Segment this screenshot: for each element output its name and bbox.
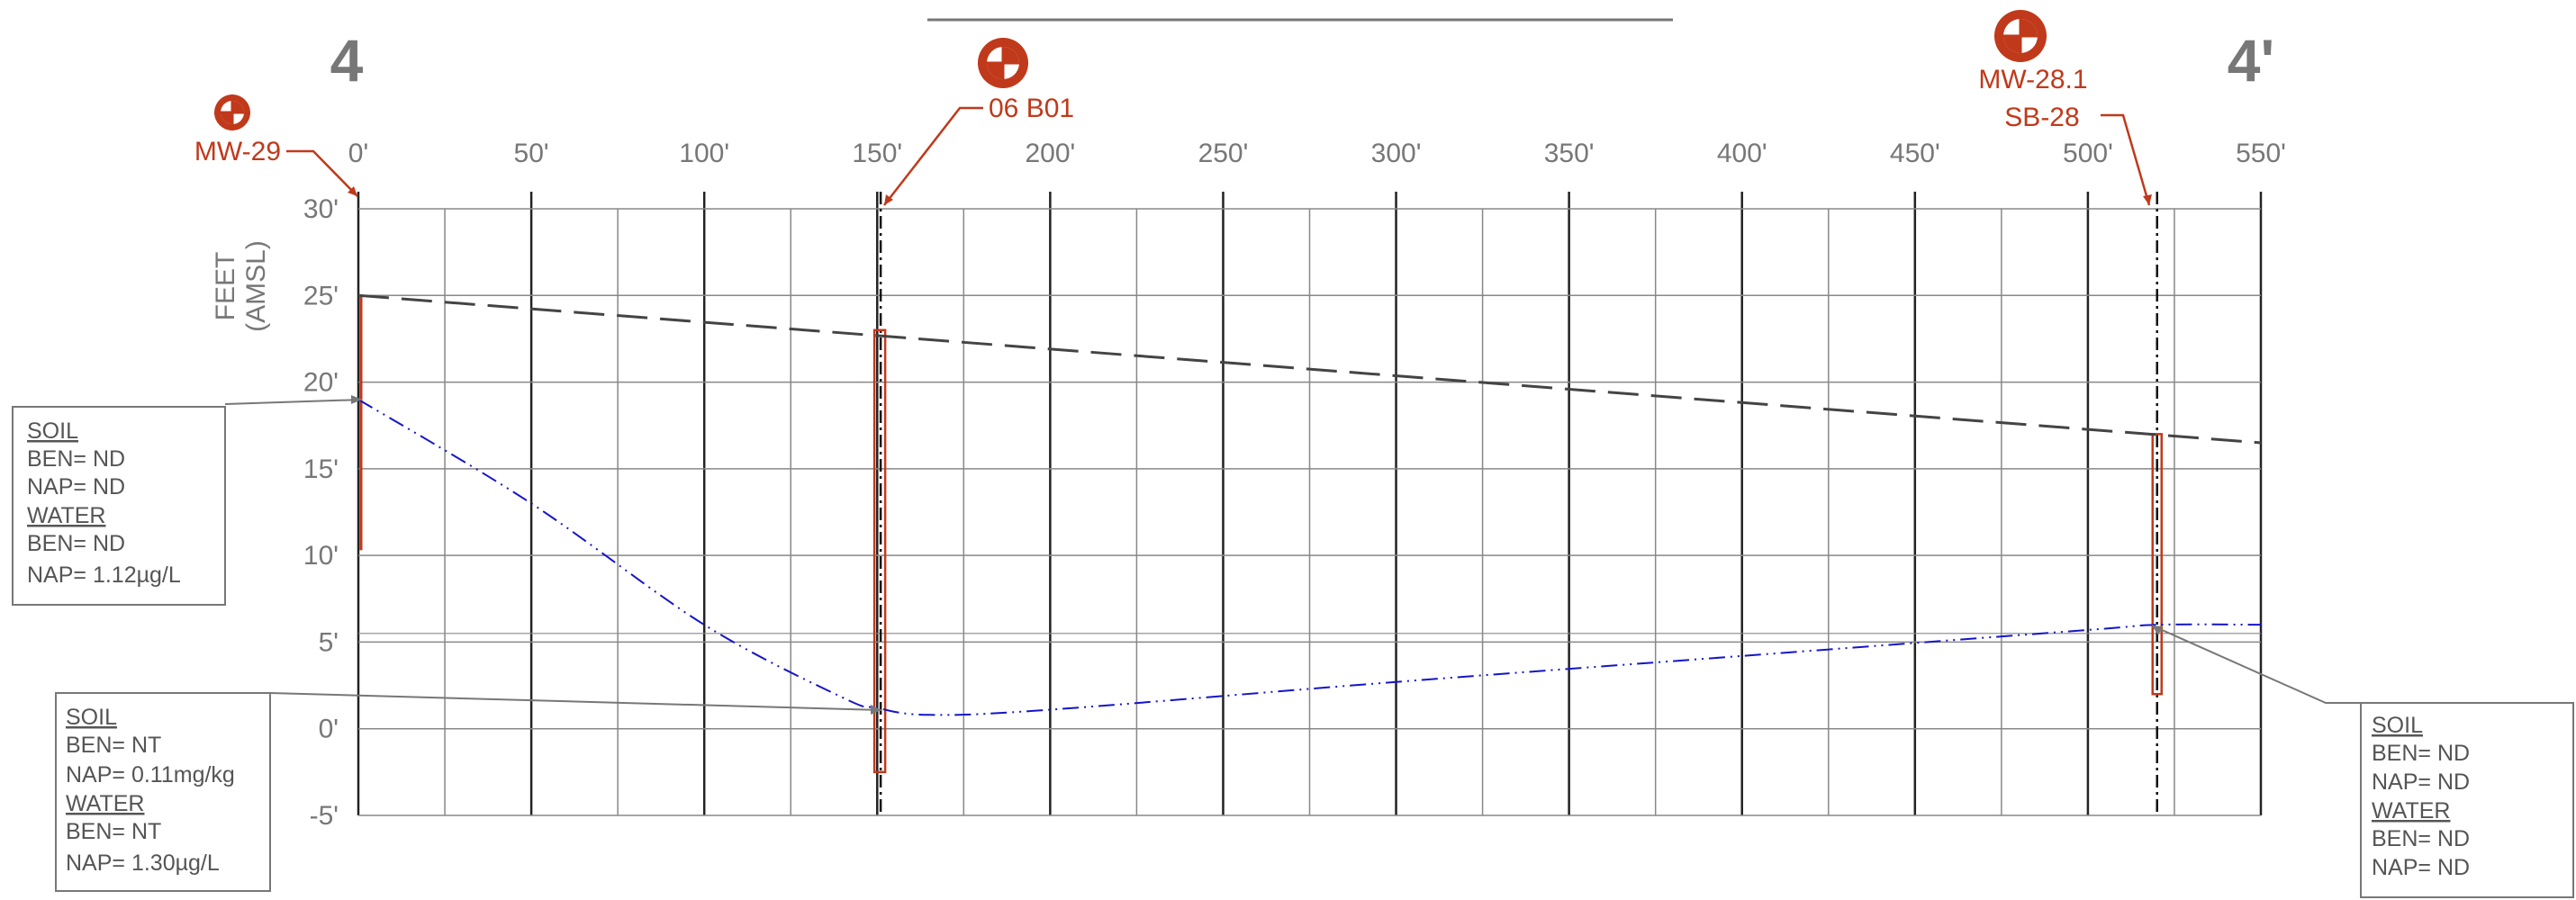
callout-leader-1 (224, 399, 363, 405)
callout-1-line-4: WATER (27, 503, 106, 528)
x-tick-label: 550' (2236, 139, 2286, 168)
x-tick-label: 100' (679, 139, 729, 168)
y-tick-label: 15' (303, 454, 339, 484)
x-tick-label: 300' (1371, 139, 1422, 168)
y-tick-label: 25' (303, 281, 339, 310)
well-leader-06b01 (883, 106, 983, 206)
callout-1-line-2: BEN= ND (27, 446, 125, 472)
callout-leader-arrow-2 (871, 705, 881, 715)
callout-2-line-6: NAP= 1.30µg/L (66, 850, 220, 876)
callout-1-line-1: SOIL (27, 418, 78, 444)
section-label-start: 4 (330, 27, 364, 94)
callout-3-line-2: BEN= ND (2372, 741, 2470, 766)
well-screen-06b01 (872, 328, 887, 774)
water-table-line (357, 398, 2262, 716)
callout-2-line-4: WATER (66, 791, 145, 816)
x-tick-label: 400' (1717, 139, 1767, 168)
well-leader-mw29 (286, 149, 358, 197)
callout-leader-3 (2151, 625, 2377, 704)
x-tick-label: 350' (1544, 139, 1595, 168)
callout-leader-arrow-3 (2152, 626, 2163, 635)
callout-1-line-5: BEN= ND (27, 531, 125, 556)
section-label-end: 4' (2228, 27, 2274, 94)
y-tick-labels: 30' 25' 20' 15' 10' 5' 0' -5' (303, 194, 339, 831)
y-tick-label: 10' (303, 541, 339, 571)
callout-3-line-6: NAP= ND (2372, 855, 2470, 880)
well-leader-arrow-06b01 (884, 194, 893, 205)
callout-box-mw28: SOIL BEN= ND NAP= ND WATER BEN= ND NAP= … (2360, 702, 2574, 898)
diagram-title: FENCE DIAGRAM 4 - 4' (972, 0, 1604, 11)
callout-3-line-3: NAP= ND (2372, 770, 2470, 795)
x-tick-label: 50' (514, 139, 549, 168)
well-icon-06b01 (978, 38, 1028, 88)
x-tick-label: 150' (852, 139, 902, 168)
x-tick-label: 450' (1890, 139, 1940, 168)
y-tick-label: 5' (319, 627, 339, 657)
callout-2-line-3: NAP= 0.11mg/kg (66, 762, 235, 788)
plot-grid (357, 192, 2263, 816)
x-tick-label: 200' (1025, 139, 1075, 168)
well-icon-mw29 (214, 94, 250, 130)
x-tick-label: 250' (1198, 139, 1249, 168)
y-tick-label: 20' (303, 368, 339, 398)
ground-surface-line (357, 293, 2262, 445)
callout-1-line-3: NAP= ND (27, 474, 125, 500)
callout-box-06b01: SOIL BEN= NT NAP= 0.11mg/kg WATER BEN= N… (55, 692, 271, 892)
callout-box-mw29: SOIL BEN= ND NAP= ND WATER BEN= ND NAP= … (12, 406, 226, 606)
well-leader-sb28 (2101, 113, 2151, 206)
y-tick-label: -5' (310, 801, 339, 831)
x-tick-label: 0' (348, 139, 368, 168)
callout-leader-2 (269, 692, 882, 711)
y-tick-label: 30' (303, 194, 339, 224)
x-tick-label: 500' (2063, 139, 2113, 168)
callout-3-line-5: BEN= ND (2372, 826, 2470, 851)
well-leader-arrow-sb28 (2143, 194, 2152, 205)
well-icon-mw28 (1994, 10, 2047, 62)
y-axis-label: FEET (AMSL) (211, 240, 271, 332)
well-label-mw28: MW-28.1 (1978, 65, 2087, 94)
well-screen-mw28 (2151, 433, 2163, 696)
callout-2-line-2: BEN= NT (66, 733, 161, 758)
callout-leader-arrow-1 (351, 395, 362, 404)
y-axis-label-line1: FEET (211, 252, 240, 321)
callout-1-line-6: NAP= 1.12µg/L (27, 562, 181, 588)
well-label-06b01: 06 B01 (989, 94, 1074, 123)
well-leader-arrow-mw29 (348, 186, 357, 196)
y-tick-label: 0' (319, 715, 339, 744)
callout-2-line-1: SOIL (66, 705, 117, 730)
callout-3-line-1: SOIL (2372, 713, 2423, 738)
well-label-sb28: SB-28 (2004, 103, 2079, 132)
well-label-mw29: MW-29 (194, 137, 281, 166)
x-tick-labels: 0' 50' 100' 150' 200' 250' 300' 350' 400' 450' 500… (348, 139, 2286, 168)
well-columns (359, 192, 2163, 815)
y-axis-label-line2: (AMSL) (241, 240, 271, 332)
callout-2-line-5: BEN= NT (66, 819, 161, 844)
callout-3-line-4: WATER (2372, 798, 2451, 824)
